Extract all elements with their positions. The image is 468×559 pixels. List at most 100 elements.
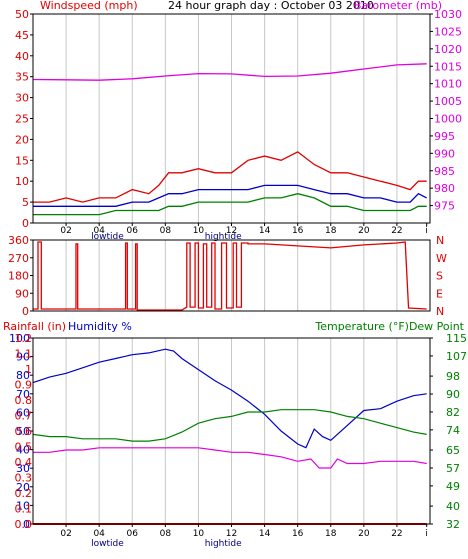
temperature-dewpoint-axis-label: Temperature (°F)Dew Point <box>314 320 464 333</box>
humidity-tick-label-y: 10 <box>16 499 30 512</box>
rain-tick-label-y: 0.7 <box>15 410 33 423</box>
rain-tick-label-y: 1.2 <box>15 332 33 345</box>
wind-tick-label-y: 25 <box>15 113 29 126</box>
climate-series-0 <box>32 348 427 449</box>
climate-series-2 <box>33 447 427 469</box>
climate-panel-tick-label-x: 22 <box>391 529 402 539</box>
barometer-tick-label-y: 995 <box>434 130 455 143</box>
wind-panel-tick-label-x: i <box>425 226 428 236</box>
wind-panel-tick-label-x: 04 <box>93 226 105 236</box>
hightide-label-top: hightide <box>205 232 242 242</box>
rain-tick-label-y: 0.4 <box>15 456 33 469</box>
wind-tick-label-y: 0 <box>22 217 29 230</box>
wind-panel-tick-label-x: 08 <box>160 226 172 236</box>
direction-tick-label-y: 360 <box>8 234 29 247</box>
barometer-tick-label-y: 1000 <box>434 113 462 126</box>
humidity-tick-label-y: 90 <box>16 351 30 364</box>
climate-panel-tick-label-x: 02 <box>60 529 71 539</box>
climate-panel-tick-label-x: i <box>425 529 428 539</box>
barometer-axis-label: Barometer (mb) <box>354 0 442 12</box>
wind-panel-tick-label-x: 02 <box>60 226 71 236</box>
direction-tick-label-y: 270 <box>8 252 29 265</box>
rain-tick-label-y: 0.9 <box>15 379 33 392</box>
temperature-tick-label-y: 82 <box>446 406 460 419</box>
rain-tick-label-y: 1.1 <box>15 348 33 361</box>
wind-panel-series-1 <box>33 151 427 203</box>
barometer-tick-label-y: 1010 <box>434 78 462 91</box>
wind-panel-series-0 <box>32 63 427 81</box>
rain-tick-label-y: 0.1 <box>15 503 33 516</box>
humidity-tick-label-y: 20 <box>16 481 30 494</box>
humidity-tick-label-y: 100 <box>9 332 30 345</box>
graph-title: 24 hour graph day : October 03 2010 <box>168 0 374 12</box>
wind-panel-tick-label-x: 14 <box>259 226 271 236</box>
climate-panel-tick-label-x: 12 <box>226 529 237 539</box>
humidity-tick-label-y: 70 <box>16 388 30 401</box>
rain-tick-label-y: 1 <box>25 363 32 376</box>
barometer-tick-label-y: 990 <box>434 147 455 160</box>
direction-series-0 <box>33 241 427 311</box>
humidity-tick-label-y: 0 <box>23 518 30 531</box>
climate-panel-tick-label-x: 08 <box>160 529 172 539</box>
barometer-tick-label-y: 1005 <box>434 95 462 108</box>
wind-panel-tick-label-x: 22 <box>391 226 402 236</box>
humidity-tick-label-y: 40 <box>16 444 30 457</box>
rain-tick-label-y: 0.3 <box>15 472 33 485</box>
temperature-tick-label-y: 65 <box>446 444 460 457</box>
wind-panel-series-2 <box>33 184 427 207</box>
temperature-tick-label-y: 90 <box>446 388 460 401</box>
climate-series-1 <box>32 409 427 442</box>
direction-tick-label-y: 180 <box>8 270 29 283</box>
barometer-tick-label-y: 1030 <box>434 8 462 21</box>
rain-tick-label-y: 0.8 <box>15 394 33 407</box>
wind-panel-tick-label-x: 10 <box>193 226 205 236</box>
barometer-tick-label-y: 1025 <box>434 25 462 38</box>
wind-tick-label-y: 50 <box>15 8 29 21</box>
wind-panel-tick-label-x: 12 <box>226 226 237 236</box>
direction-compass-label: S <box>436 270 443 283</box>
wind-panel-tick-label-x: 20 <box>358 226 370 236</box>
climate-panel-tick-label-x: 16 <box>292 529 304 539</box>
barometer-tick-label-y: 980 <box>434 182 455 195</box>
rain-tick-label-y: 0.2 <box>15 487 33 500</box>
rain-tick-label-y: 0.6 <box>15 425 33 438</box>
direction-compass-label: E <box>436 287 443 300</box>
barometer-tick-label-y: 1020 <box>434 43 462 56</box>
rain-tick-label-y: 0.5 <box>15 441 33 454</box>
temperature-tick-label-y: 98 <box>446 370 460 383</box>
temperature-tick-label-y: 107 <box>446 350 467 363</box>
climate-panel-tick-label-x: 20 <box>358 529 370 539</box>
temperature-tick-label-y: 74 <box>446 424 460 437</box>
humidity-tick-label-y: 30 <box>16 462 30 475</box>
climate-panel-tick-label-x: 06 <box>127 529 139 539</box>
wind-panel-tick-label-x: 06 <box>127 226 139 236</box>
windspeed-axis-label: Windspeed (mph) <box>40 0 138 12</box>
humidity-tick-label-y: 50 <box>16 425 30 438</box>
climate-panel-tick-label-x: 04 <box>93 529 105 539</box>
wind-tick-label-y: 30 <box>15 92 29 105</box>
graph-panels: 0510152025303540455097598098599099510001… <box>8 8 467 549</box>
humidity-axis-label: Humidity % <box>68 320 132 333</box>
rain-tick-label-y: 0.0 <box>15 518 33 531</box>
temperature-tick-label-y: 49 <box>446 480 460 493</box>
barometer-tick-label-y: 985 <box>434 165 455 178</box>
wind-panel-tick-label-x: 16 <box>292 226 304 236</box>
temperature-tick-label-y: 32 <box>446 518 460 531</box>
wind-tick-label-y: 35 <box>15 71 29 84</box>
barometer-tick-label-y: 1015 <box>434 60 462 73</box>
direction-compass-label: N <box>436 234 444 247</box>
temperature-tick-label-y: 40 <box>446 500 460 513</box>
rainfall-axis-label: Rainfall (in) <box>3 320 66 333</box>
temperature-tick-label-y: 115 <box>446 332 467 345</box>
wind-panel-series-3 <box>33 193 427 216</box>
wind-tick-label-y: 20 <box>15 133 29 146</box>
climate-panel-tick-label-x: 18 <box>325 529 337 539</box>
hightide-label-bottom: hightide <box>205 539 242 549</box>
wind-tick-label-y: 10 <box>15 175 29 188</box>
direction-compass-label: N <box>436 305 444 318</box>
direction-tick-label-y: 90 <box>15 287 29 300</box>
wind-panel-tick-label-x: 18 <box>325 226 337 236</box>
direction-panel-frame <box>32 239 431 312</box>
climate-panel-tick-label-x: 14 <box>259 529 271 539</box>
